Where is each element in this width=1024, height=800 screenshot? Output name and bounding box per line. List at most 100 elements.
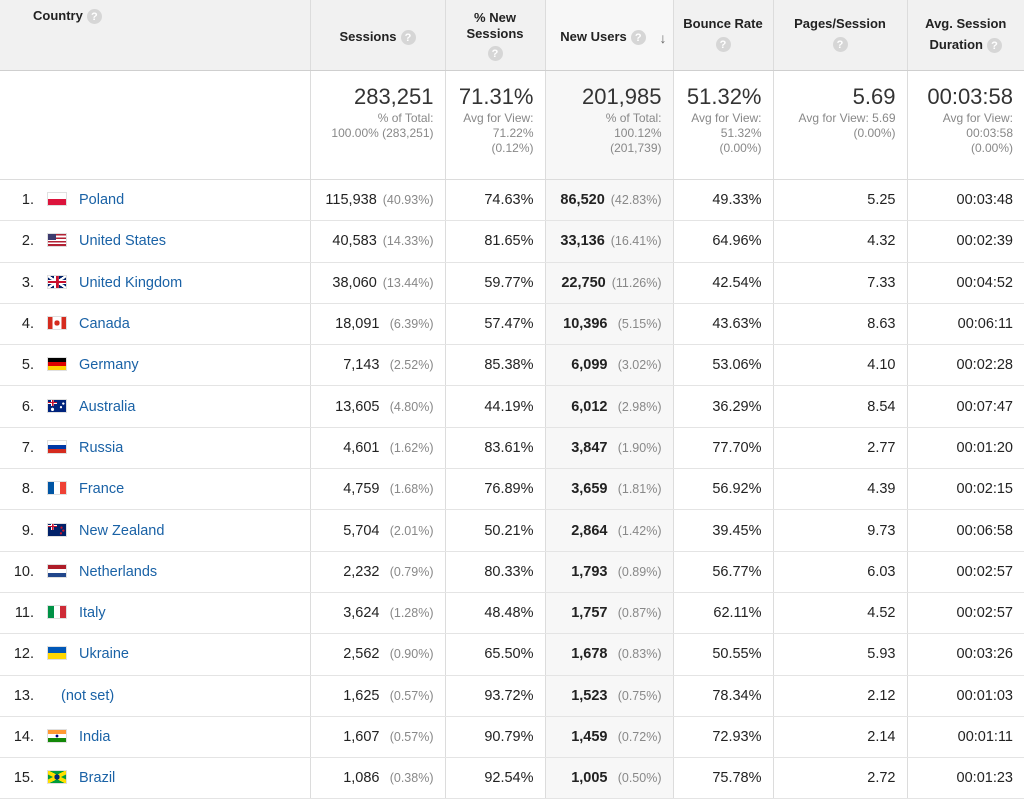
country-link[interactable]: Brazil [79,770,116,787]
help-icon[interactable]: ? [487,46,503,62]
sessions-percent: (0.38%) [389,771,434,786]
help-icon[interactable]: ? [986,38,1002,54]
sort-descending-icon[interactable]: ↓ [659,30,667,46]
sessions-value: 3,624 [343,605,380,622]
new-users-cell: 6,012 (2.98%) [545,385,674,428]
sessions-percent: (1.28%) [389,606,434,621]
country-link[interactable]: Canada [79,316,130,333]
new-sessions-cell: 90.79% [445,716,546,759]
sessions-value: 7,143 [343,357,380,374]
new-users-value: 1,523 [571,687,608,704]
country-link[interactable]: Netherlands [79,563,158,580]
help-icon[interactable]: ? [715,37,731,53]
pages-session-cell: 4.32 [773,220,908,263]
new-users-value: 22,750 [561,274,606,291]
sessions-cell: 2,562 (0.90%) [310,633,446,676]
country-cell: 11. Italy [0,592,311,635]
pages-session-cell: 2.14 [773,716,908,759]
country-link[interactable]: Russia [79,439,124,456]
canada-flag-icon [48,317,66,330]
summary-country-cell [0,70,311,180]
new-sessions-cell: 85.38% [445,344,546,387]
new-users-percent: (1.90%) [617,440,662,455]
new-users-cell: 1,793 (0.89%) [545,551,674,593]
bounce-rate-value: 62.11% [713,605,762,622]
country-link[interactable]: New Zealand [79,522,165,539]
pages-session-header[interactable]: Pages/Session ? [773,0,908,71]
row-index: 6. [21,398,34,415]
new-sessions-value: 80.33% [484,563,534,580]
new-users-percent: (1.81%) [617,482,662,497]
new-users-percent: (3.02%) [617,358,662,373]
country-link[interactable]: Ukraine [79,646,129,663]
new-users-cell: 1,757 (0.87%) [545,592,674,635]
summary-sessions: 283,251 % of Total: 100.00% (283,251) [310,70,446,180]
country-link[interactable]: Australia [79,398,136,415]
pages-session-cell: 8.54 [773,385,908,428]
sessions-value: 4,601 [343,439,380,456]
sessions-value: 40,583 [332,233,377,250]
country-link[interactable]: Poland [79,192,125,209]
country-link[interactable]: United Kingdom [79,274,183,291]
summary-sub: 00:03:58 [966,126,1013,140]
country-link[interactable]: United States [79,233,167,250]
new-sessions-cell: 76.89% [445,468,546,511]
sessions-cell: 4,601 (1.62%) [310,427,446,470]
bounce-rate-cell: 77.70% [673,427,774,470]
new-sessions-cell: 57.47% [445,303,546,346]
country-link[interactable]: France [79,481,125,498]
bounce-rate-cell: 39.45% [673,509,774,552]
new-users-value: 1,757 [571,605,608,622]
sessions-header[interactable]: Sessions? [310,0,446,71]
sessions-value: 5,704 [343,522,380,539]
new-users-value: 1,678 [571,646,608,663]
country-header[interactable]: Country? [0,0,311,71]
country-link[interactable]: Germany [79,357,139,374]
new-users-value: 6,099 [571,357,608,374]
new-sessions-header[interactable]: % New Sessions ? [445,0,546,71]
country-cell: 14. India [0,716,311,759]
avg-duration-cell: 00:03:26 [907,633,1024,676]
help-icon[interactable]: ? [630,30,646,46]
new-sessions-value: 85.38% [484,357,534,374]
avg-duration-value: 00:02:15 [956,481,1013,498]
new-zealand-flag-icon [48,523,66,536]
pages-session-cell: 5.93 [773,633,908,676]
pages-session-cell: 2.12 [773,675,908,717]
france-flag-icon [48,482,66,495]
new-users-percent: (0.50%) [617,771,662,786]
table-row: 4. Canada 18,091 (6.39%) 57.47% 10,396 (5.1… [0,303,1024,346]
germany-flag-icon [48,358,66,371]
table-row: 8. France 4,759 (1.68%) 76.89% 3,659 (1.81%… [0,468,1024,511]
sessions-cell: 4,759 (1.68%) [310,468,446,511]
table-row: 13. (not set) 1,625 (0.57%) 93.72% 1,523 (0… [0,675,1024,717]
bounce-rate-value: 39.45% [712,522,762,539]
bounce-rate-cell: 49.33% [673,179,774,222]
new-sessions-cell: 93.72% [445,675,546,717]
country-link[interactable]: (not set) [61,687,115,704]
italy-flag-icon [48,606,66,619]
row-index: 7. [21,439,34,456]
country-link[interactable]: India [79,729,111,745]
help-icon[interactable]: ? [400,30,416,46]
bounce-rate-header[interactable]: Bounce Rate ? [673,0,774,71]
help-icon[interactable]: ? [86,9,102,25]
new-users-header[interactable]: New Users? ↓ [545,0,674,71]
new-users-cell: 1,459 (0.72%) [545,716,674,759]
avg-duration-value: 00:02:57 [956,563,1013,580]
summary-sub: (0.00%) [970,141,1013,155]
bounce-rate-header-label: Bounce Rate [683,16,763,31]
country-link[interactable]: Italy [79,605,106,622]
pages-session-value: 2.77 [867,439,896,456]
summary-value: 51.32% [686,84,762,109]
pages-session-value: 5.25 [867,192,896,209]
avg-duration-header[interactable]: Avg. Session Duration? [907,0,1024,71]
pages-session-value: 4.39 [867,481,896,498]
avg-duration-value: 00:06:11 [957,316,1013,333]
bounce-rate-value: 77.70% [712,439,762,456]
avg-duration-value: 00:01:11 [957,729,1013,745]
new-users-value: 10,396 [563,316,608,333]
avg-duration-cell: 00:02:57 [907,592,1024,635]
sessions-cell: 3,624 (1.28%) [310,592,446,635]
help-icon[interactable]: ? [832,37,848,53]
